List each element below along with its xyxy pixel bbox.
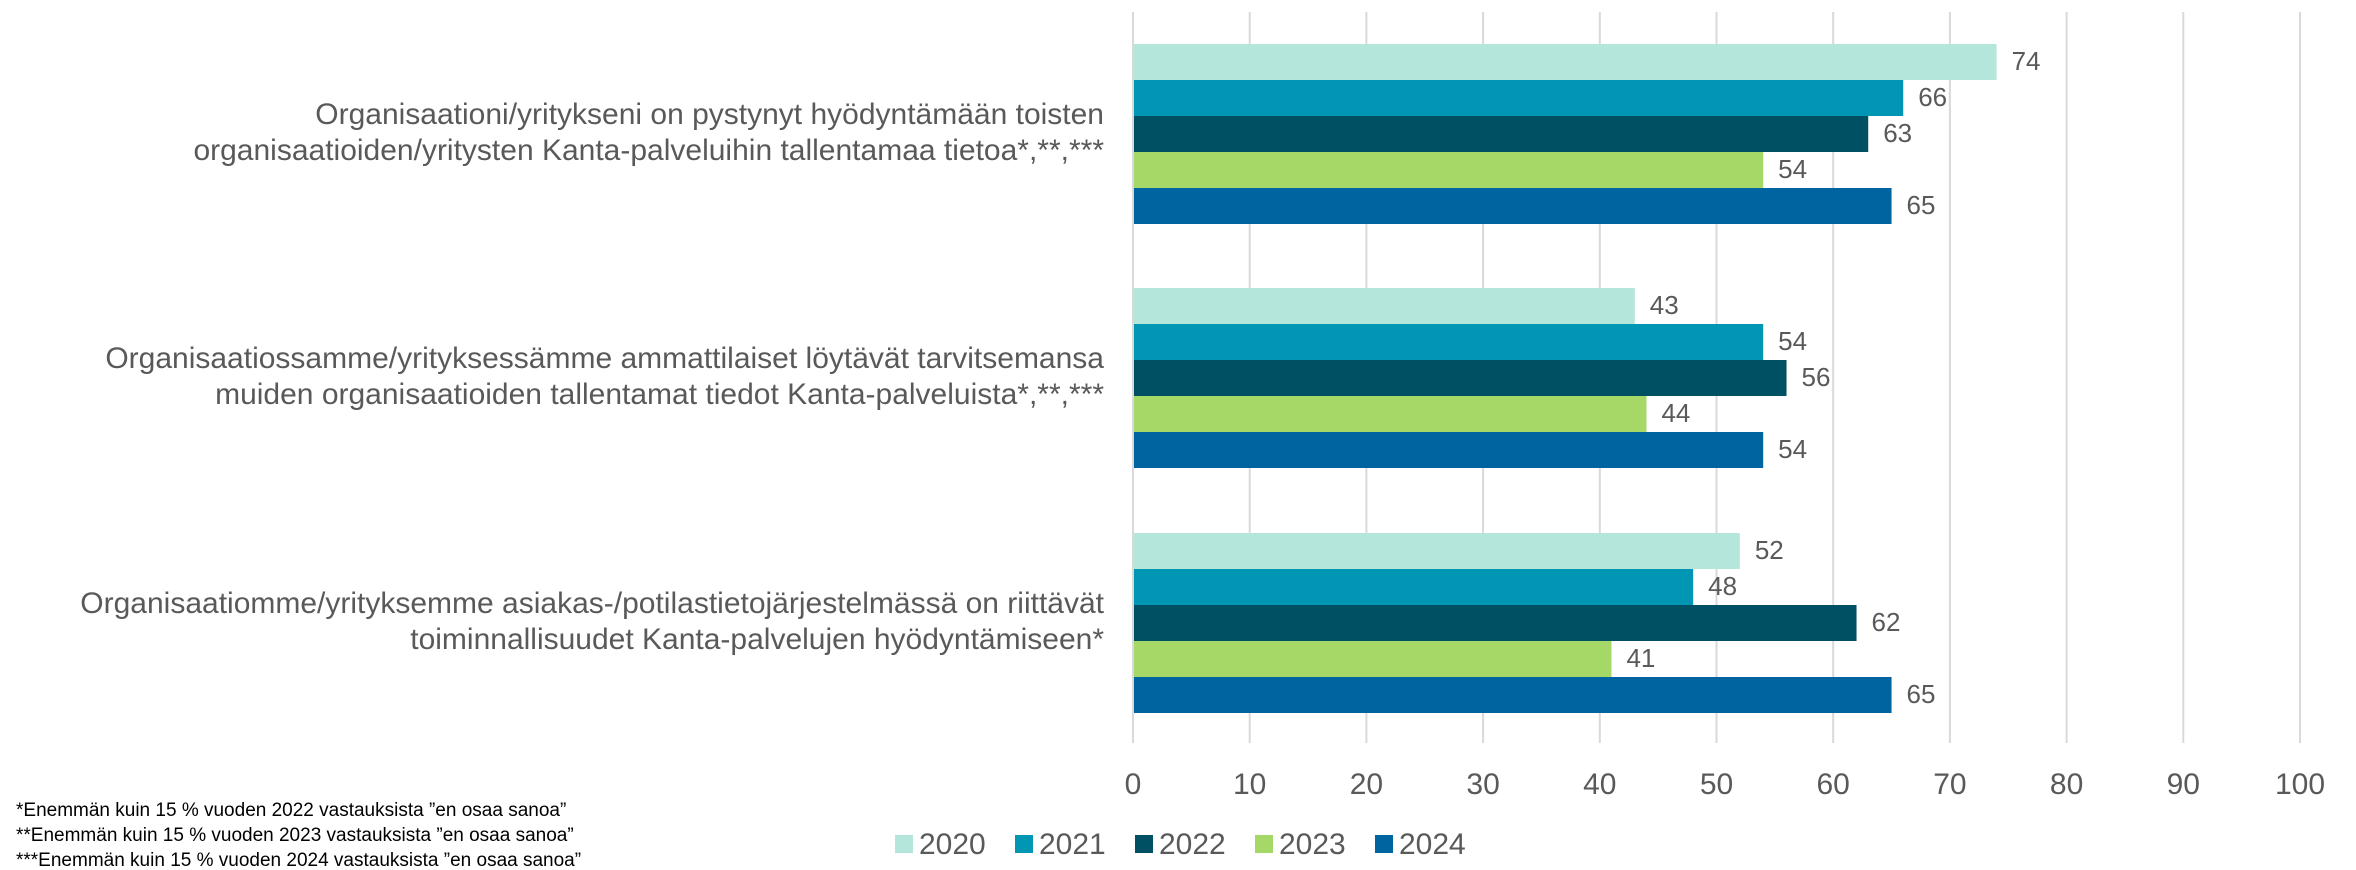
footnote: **Enemmän kuin 15 % vuoden 2023 vastauks… [16,825,574,846]
legend-label: 2021 [1039,828,1106,861]
value-label: 66 [1918,82,1947,112]
x-tick-label: 80 [2050,768,2083,801]
bar [1133,677,1892,713]
legend-label: 2022 [1159,828,1226,861]
bar [1133,533,1740,569]
bar [1133,152,1764,188]
value-label: 48 [1708,571,1737,601]
legend-swatch [1135,835,1153,853]
x-tick-label: 90 [2167,768,2200,801]
value-label: 44 [1661,398,1690,428]
legend-swatch [895,835,913,853]
bar [1133,116,1869,152]
bar [1133,396,1647,432]
x-tick-label: 70 [1933,768,1966,801]
x-tick-label: 60 [1817,768,1850,801]
bar [1133,605,1857,641]
bar [1133,324,1764,360]
legend-swatch [1255,835,1273,853]
value-label: 52 [1755,535,1784,565]
legend-label: 2020 [919,828,986,861]
x-tick-label: 30 [1466,768,1499,801]
value-label: 54 [1778,154,1807,184]
legend-swatch [1375,835,1393,853]
x-tick-label: 100 [2275,768,2325,801]
x-tick-label: 0 [1125,768,1142,801]
footnote: *Enemmän kuin 15 % vuoden 2022 vastauksi… [16,800,566,821]
bar [1133,641,1612,677]
legend-swatch [1015,835,1033,853]
category-label: Organisaationi/yritykseni on pystynyt hy… [315,98,1104,131]
value-label: 62 [1872,607,1901,637]
value-label: 41 [1626,643,1655,673]
category-label: toiminnallisuudet Kanta-palvelujen hyödy… [410,623,1104,656]
legend-label: 2023 [1279,828,1346,861]
bar [1133,80,1904,116]
x-tick-label: 10 [1233,768,1266,801]
value-label: 54 [1778,326,1807,356]
bar [1133,44,1997,80]
bar [1133,432,1764,468]
footnote: ***Enemmän kuin 15 % vuoden 2024 vastauk… [16,850,581,870]
bar [1133,188,1892,224]
category-label: Organisaatiomme/yrityksemme asiakas-/pot… [80,587,1104,620]
category-label: organisaatioiden/yritysten Kanta-palvelu… [193,134,1104,167]
value-label: 63 [1883,118,1912,148]
bar [1133,360,1787,396]
category-label: muiden organisaatioiden tallentamat tied… [215,378,1104,411]
bar [1133,288,1635,324]
value-label: 65 [1907,679,1936,709]
value-label: 43 [1650,290,1679,320]
value-label: 54 [1778,434,1807,464]
value-label: 65 [1907,190,1936,220]
value-label: 74 [2012,46,2041,76]
bar [1133,569,1694,605]
legend-label: 2024 [1399,828,1466,861]
x-tick-label: 50 [1700,768,1733,801]
category-label: Organisaatiossamme/yrityksessämme ammatt… [105,342,1104,375]
value-label: 56 [1802,362,1831,392]
x-tick-label: 20 [1350,768,1383,801]
x-tick-label: 40 [1583,768,1616,801]
